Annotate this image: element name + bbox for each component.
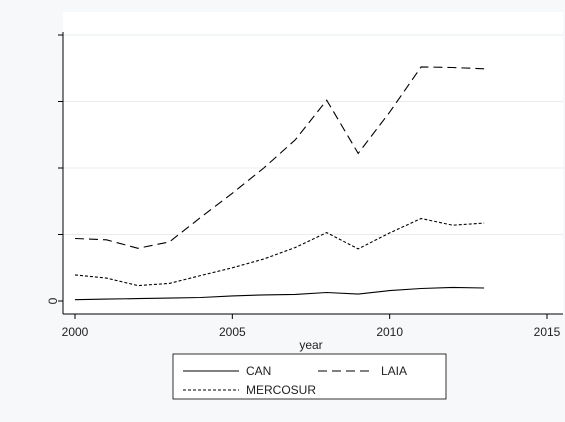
series-line-mercosur xyxy=(74,217,485,287)
legend: CAN LAIA MERCOSUR xyxy=(172,353,447,400)
x-tick-label: 2015 xyxy=(534,325,561,339)
x-tick-label: 2005 xyxy=(219,325,246,339)
x-tick-label: 2010 xyxy=(376,325,403,339)
x-axis-label: year xyxy=(299,338,322,352)
plot-area xyxy=(63,12,563,314)
legend-box xyxy=(172,353,447,400)
legend-label-laia: LAIA xyxy=(381,364,407,378)
grid-lines xyxy=(63,34,563,235)
series-lines xyxy=(74,66,485,301)
x-tick-label: 2000 xyxy=(62,325,89,339)
legend-label-mercosur: MERCOSUR xyxy=(246,383,316,397)
legend-label-can: CAN xyxy=(246,364,271,378)
axes: 0 2000 2005 2010 2015 xyxy=(46,32,563,339)
series-line-can xyxy=(74,286,485,301)
y-tick-label: 0 xyxy=(46,297,60,304)
series-line-laia xyxy=(74,66,485,249)
